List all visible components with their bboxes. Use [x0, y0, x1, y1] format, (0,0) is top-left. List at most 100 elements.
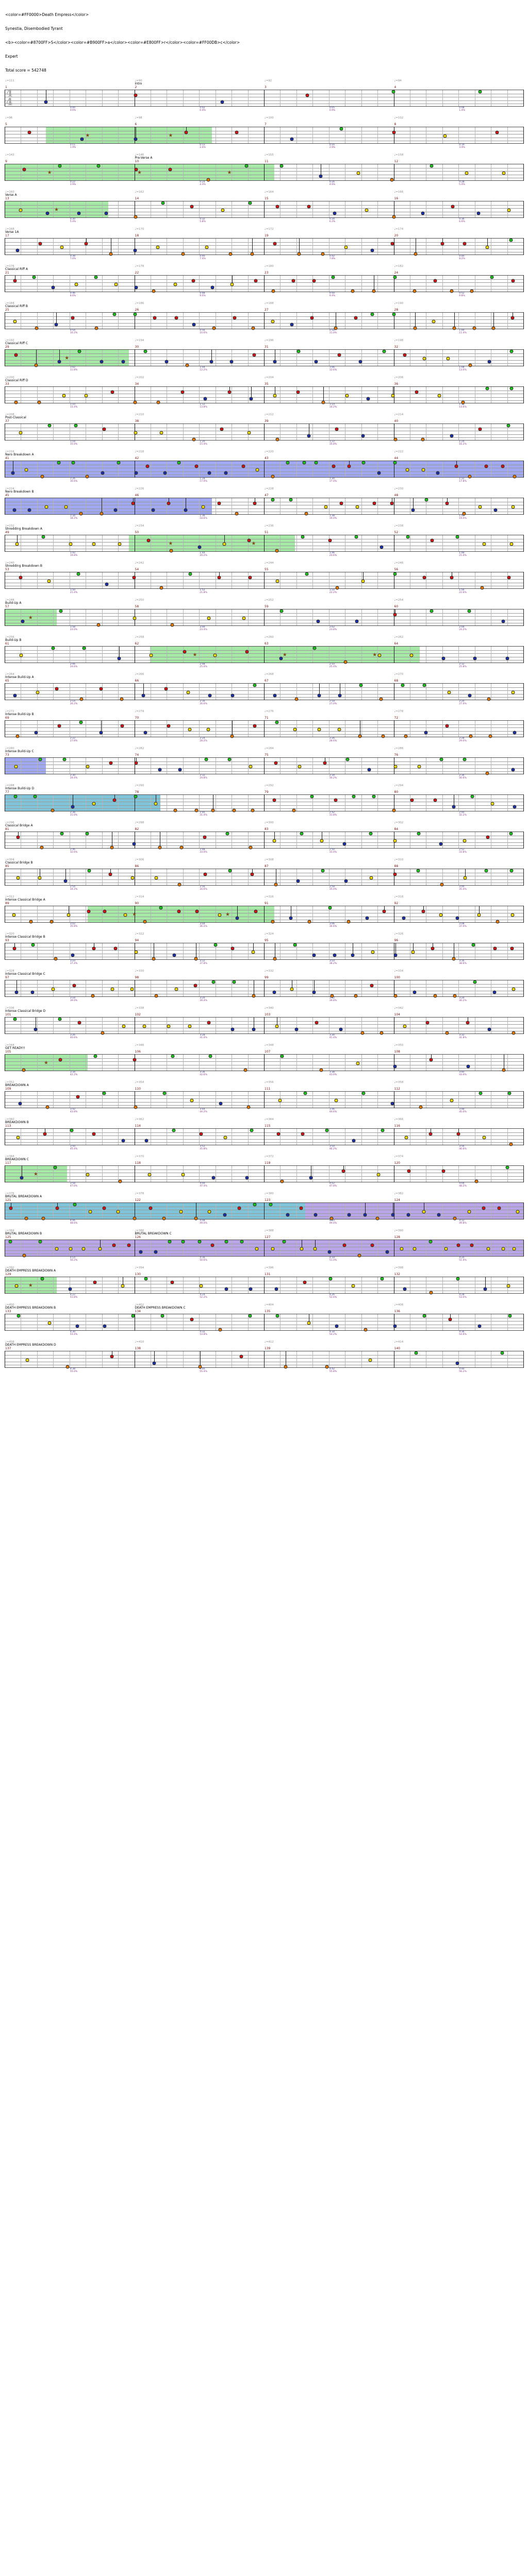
note-gem[interactable]	[282, 1240, 286, 1244]
note-gem[interactable]	[16, 876, 20, 879]
note-gem[interactable]	[303, 1280, 307, 1284]
note-gem[interactable]	[296, 390, 300, 394]
staff[interactable]: ★	[5, 609, 524, 627]
note-gem[interactable]	[319, 174, 323, 178]
note-gem[interactable]	[250, 872, 254, 876]
note-gem[interactable]	[276, 1132, 280, 1136]
note-gem[interactable]	[440, 242, 444, 246]
note-gem[interactable]	[279, 164, 284, 168]
note-gem[interactable]	[393, 275, 397, 279]
note-gem[interactable]	[102, 1091, 106, 1095]
note-gem[interactable]	[493, 508, 498, 512]
note-gem[interactable]	[251, 950, 255, 954]
note-gem[interactable]	[380, 545, 384, 549]
note-gem[interactable]	[448, 1317, 452, 1321]
staff[interactable]	[5, 1202, 524, 1221]
note-gem[interactable]	[307, 434, 311, 438]
note-gem[interactable]	[77, 211, 81, 215]
note-gem[interactable]	[29, 920, 33, 924]
note-gem[interactable]	[149, 653, 153, 657]
note-gem[interactable]	[33, 794, 37, 799]
staff[interactable]	[5, 1351, 524, 1369]
note-gem[interactable]	[501, 619, 505, 623]
note-gem[interactable]	[483, 1287, 487, 1291]
note-gem[interactable]	[478, 505, 482, 509]
note-gem[interactable]	[84, 242, 88, 246]
note-gem[interactable]	[430, 164, 434, 168]
note-gem[interactable]	[444, 1247, 448, 1250]
note-gem[interactable]	[290, 987, 294, 991]
note-gem[interactable]	[108, 872, 112, 876]
note-gem[interactable]	[273, 360, 277, 364]
note-gem[interactable]	[120, 697, 124, 701]
note-gem[interactable]	[446, 357, 450, 360]
note-gem[interactable]	[213, 943, 218, 947]
note-gem[interactable]	[337, 353, 341, 357]
staff[interactable]	[5, 794, 524, 812]
note-gem[interactable]	[133, 400, 137, 404]
note-gem[interactable]	[275, 579, 279, 583]
note-gem[interactable]	[121, 1284, 125, 1287]
note-gem[interactable]	[312, 646, 317, 650]
note-gem[interactable]	[376, 1173, 381, 1176]
note-gem[interactable]	[252, 994, 256, 998]
note-gem[interactable]	[159, 906, 163, 910]
note-gem[interactable]	[382, 349, 386, 353]
note-gem[interactable]	[335, 1324, 339, 1328]
note-gem[interactable]	[134, 950, 138, 954]
note-gem[interactable]	[62, 757, 67, 761]
note-gem[interactable]	[67, 913, 71, 917]
note-gem[interactable]	[413, 326, 417, 330]
note-gem[interactable]	[351, 289, 355, 293]
note-gem[interactable]	[385, 1250, 389, 1254]
note-gem[interactable]	[38, 1240, 42, 1244]
note-gem[interactable]	[102, 427, 106, 431]
note-gem[interactable]	[94, 275, 98, 279]
note-gem[interactable]	[27, 508, 31, 512]
note-gem[interactable]	[381, 1128, 385, 1132]
note-gem[interactable]	[411, 508, 415, 512]
note-gem[interactable]	[425, 1021, 430, 1025]
note-gem[interactable]	[232, 980, 236, 984]
note-gem[interactable]	[68, 1287, 72, 1291]
note-gem[interactable]	[141, 693, 145, 698]
note-gem[interactable]	[466, 1021, 470, 1025]
note-gem[interactable]	[40, 474, 44, 479]
note-gem[interactable]	[477, 1324, 482, 1328]
note-gem[interactable]	[38, 876, 42, 879]
note-gem[interactable]	[473, 656, 477, 660]
note-gem[interactable]	[218, 913, 222, 917]
note-gem[interactable]	[325, 1365, 329, 1369]
note-gem[interactable]	[502, 171, 506, 175]
note-gem[interactable]	[470, 794, 474, 799]
note-gem[interactable]	[191, 279, 195, 283]
note-gem[interactable]	[275, 720, 279, 724]
note-gem[interactable]	[455, 535, 459, 539]
note-gem[interactable]	[273, 693, 277, 698]
note-gem[interactable]	[393, 613, 397, 617]
note-gem[interactable]	[370, 1243, 374, 1247]
note-gem[interactable]	[201, 505, 205, 509]
note-gem[interactable]	[40, 845, 44, 850]
note-gem[interactable]	[465, 171, 469, 175]
note-gem[interactable]	[24, 468, 28, 471]
note-gem[interactable]	[173, 808, 177, 812]
note-gem[interactable]	[185, 363, 189, 367]
note-gem[interactable]	[352, 1139, 356, 1143]
note-gem[interactable]	[163, 471, 167, 475]
note-gem[interactable]	[513, 474, 517, 479]
note-gem[interactable]	[456, 1132, 460, 1136]
note-gem[interactable]	[114, 282, 118, 286]
note-gem[interactable]	[59, 609, 63, 613]
note-gem[interactable]	[421, 211, 425, 215]
note-gem[interactable]	[21, 619, 25, 623]
note-gem[interactable]	[172, 1128, 176, 1132]
note-gem[interactable]	[249, 397, 253, 401]
note-gem[interactable]	[443, 134, 447, 138]
note-gem[interactable]	[511, 768, 515, 772]
note-gem[interactable]	[343, 660, 348, 664]
note-gem[interactable]	[177, 461, 181, 465]
note-gem[interactable]	[339, 127, 343, 131]
note-gem[interactable]	[422, 1314, 426, 1318]
note-gem[interactable]	[377, 471, 381, 475]
